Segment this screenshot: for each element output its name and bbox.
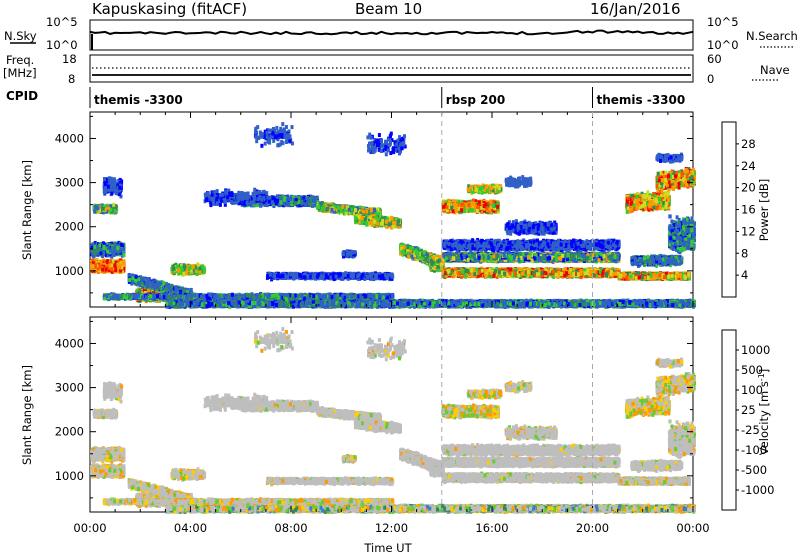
cpid-segment-label: rbsp 200 xyxy=(446,93,505,107)
nsky-tick-bottom: 10^0 xyxy=(46,38,78,52)
freq-tick-top: 18 xyxy=(62,52,77,66)
cpid-segment-label: themis -3300 xyxy=(94,93,183,107)
nsky-trace xyxy=(90,31,693,35)
nsearch-tick-top: 10^5 xyxy=(707,15,739,29)
beam-label: Beam 10 xyxy=(355,0,422,18)
nsearch-label: N.Search xyxy=(746,29,798,43)
freq-unit: [MHz] xyxy=(3,66,37,80)
freq-tick-bottom: 8 xyxy=(68,72,75,86)
radar-summary-plot: Kapuskasing (fitACF) Beam 10 16/Jan/2016… xyxy=(0,0,800,554)
nave-label: Nave xyxy=(760,63,790,77)
power-heatmap xyxy=(90,122,696,309)
nave-tick-bottom: 0 xyxy=(707,72,714,86)
cpid-label: CPID xyxy=(6,89,38,103)
nsky-label: N.Sky xyxy=(4,29,37,43)
plot-title: Kapuskasing (fitACF) xyxy=(92,0,247,18)
cpid-segment-label: themis -3300 xyxy=(597,93,686,107)
nsearch-tick-bottom: 10^0 xyxy=(707,38,739,52)
freq-label: Freq. xyxy=(6,53,34,67)
nave-tick-top: 60 xyxy=(707,52,722,66)
nsky-tick-top: 10^5 xyxy=(46,15,78,29)
date-label: 16/Jan/2016 xyxy=(590,0,681,18)
